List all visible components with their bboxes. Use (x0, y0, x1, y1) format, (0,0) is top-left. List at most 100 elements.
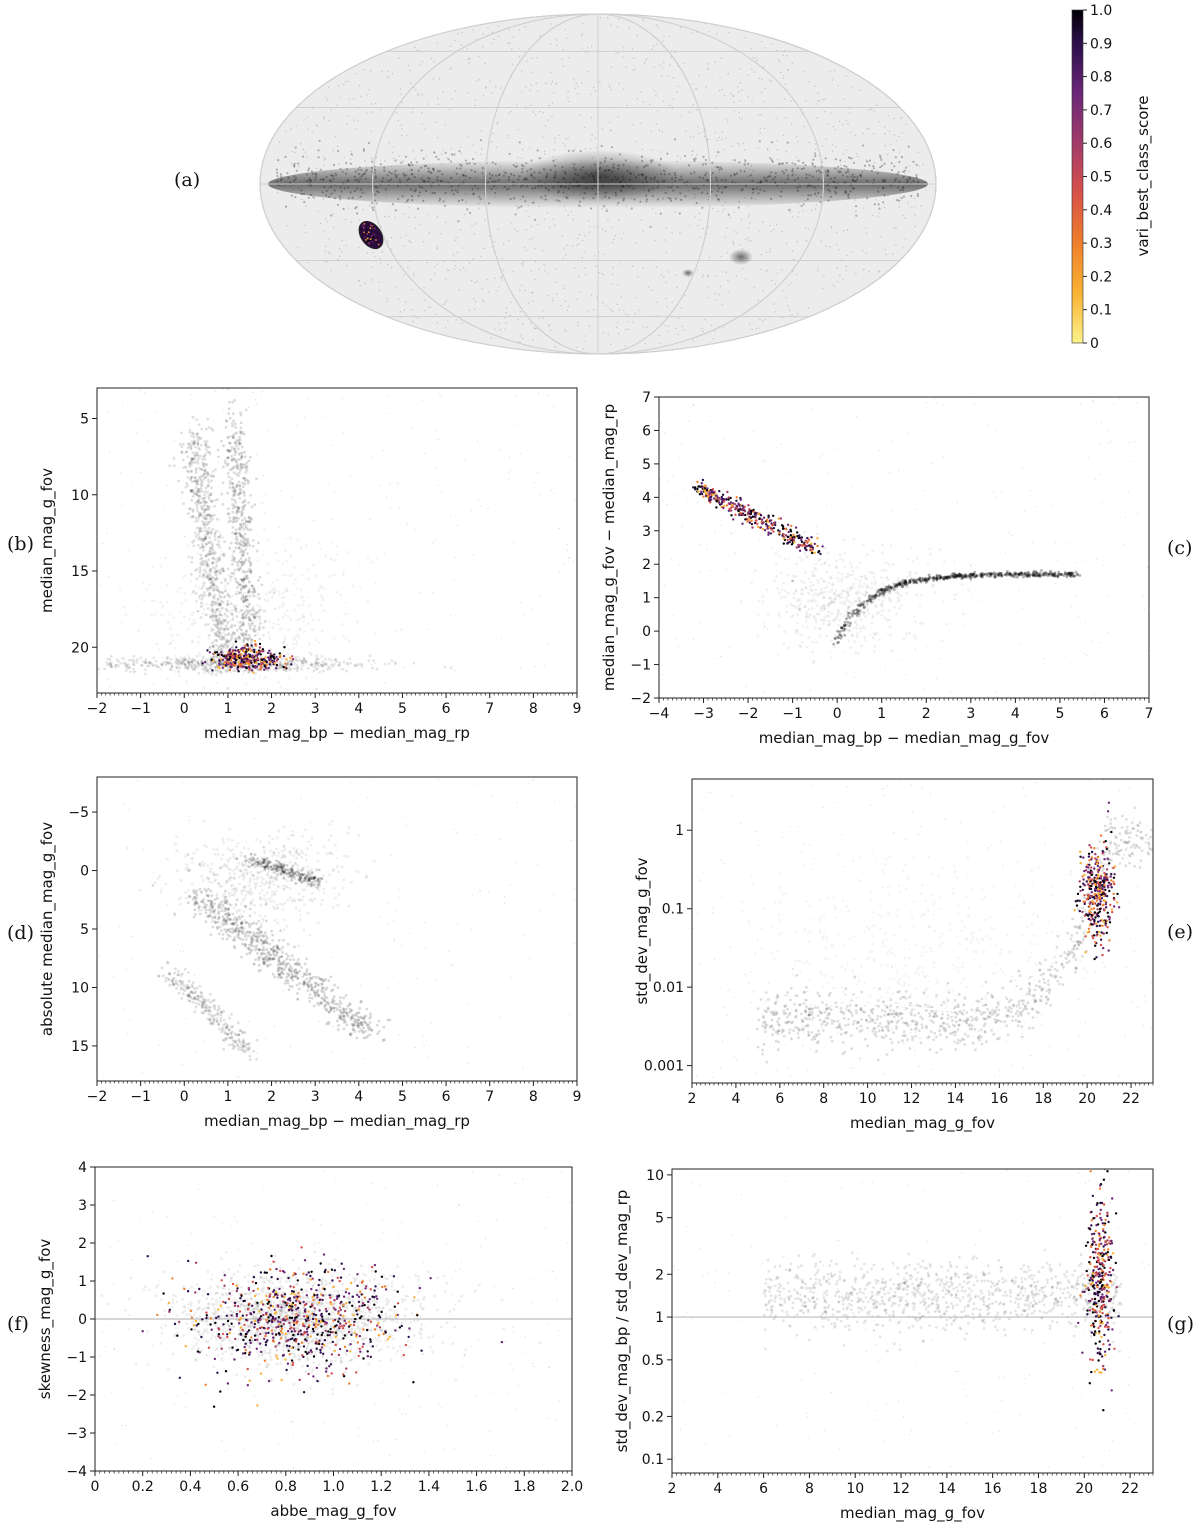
sky-star-dot (533, 327, 536, 329)
density-point (569, 557, 571, 559)
density-point (203, 500, 206, 503)
density-point (320, 603, 323, 607)
density-point (194, 486, 198, 489)
sky-star-dot (346, 265, 348, 267)
density-point (190, 560, 194, 564)
density-point (203, 490, 207, 494)
density-point (566, 544, 569, 546)
sky-star-dot (738, 144, 740, 146)
density-point (190, 498, 194, 502)
density-point (206, 514, 210, 517)
density-point (224, 618, 227, 622)
density-point (226, 456, 230, 459)
sky-star-dot (454, 39, 456, 42)
density-point (211, 585, 214, 588)
density-point (233, 631, 236, 635)
sky-star-dot (472, 29, 474, 31)
galactic-star-dot (802, 203, 805, 206)
highlighted-sky-dot (369, 224, 372, 227)
density-point (214, 614, 218, 617)
density-point (61, 660, 64, 663)
density-point (240, 543, 243, 547)
highlighted-sky-dot (368, 230, 371, 232)
sky-star-dot (538, 268, 540, 271)
density-point (217, 461, 219, 463)
density-point (267, 631, 270, 635)
sky-star-dot (409, 240, 411, 242)
density-point (285, 587, 289, 591)
sky-star-dot (564, 254, 567, 256)
sky-star-dot (632, 123, 634, 126)
sky-star-dot (668, 271, 670, 273)
density-point (257, 541, 260, 545)
density-point (132, 660, 136, 664)
sky-star-dot (692, 340, 695, 342)
density-point (194, 584, 197, 588)
density-point (209, 662, 213, 666)
sky-star-dot (387, 264, 389, 266)
density-point (195, 599, 198, 603)
density-point (248, 636, 252, 640)
sky-star-dot (448, 269, 450, 272)
density-point (213, 631, 217, 635)
density-point (105, 663, 109, 667)
density-point (242, 490, 245, 493)
density-point (298, 627, 301, 631)
density-point (196, 532, 200, 536)
density-point (160, 662, 164, 666)
density-point (239, 550, 242, 554)
density-point (342, 570, 345, 574)
density-point (240, 560, 244, 564)
sky-star-dot (436, 42, 438, 44)
sky-star-dot (635, 140, 638, 143)
density-point (154, 659, 158, 663)
density-point (193, 441, 196, 445)
density-point (216, 586, 220, 590)
density-point (262, 621, 266, 624)
sky-star-dot (663, 61, 665, 63)
galactic-star-dot (362, 149, 365, 152)
density-point (180, 602, 184, 605)
sky-star-dot (484, 219, 486, 221)
density-point (230, 637, 233, 640)
density-point (370, 560, 374, 564)
density-point (208, 587, 212, 591)
density-point (383, 552, 385, 554)
density-point (150, 613, 154, 617)
sky-star-dot (422, 241, 425, 243)
sky-star-dot (500, 87, 502, 89)
density-point (359, 586, 361, 588)
density-point (245, 576, 249, 580)
density-point (235, 516, 238, 519)
highlighted-point (267, 666, 270, 670)
density-point (110, 654, 113, 658)
sky-star-dot (381, 251, 384, 253)
density-point (213, 661, 217, 665)
density-point (84, 661, 87, 664)
density-point (106, 532, 108, 534)
density-point (247, 479, 251, 483)
sky-star-dot (364, 160, 366, 162)
density-point (260, 608, 264, 612)
density-point (115, 658, 119, 662)
density-point (120, 472, 122, 474)
density-point (234, 577, 238, 581)
density-point (186, 469, 190, 473)
density-point (160, 613, 164, 617)
sky-star-dot (554, 268, 557, 270)
density-point (226, 593, 230, 597)
density-point (240, 512, 244, 516)
density-point (190, 434, 194, 438)
density-point (221, 635, 225, 639)
density-point (276, 559, 280, 563)
density-point (321, 598, 324, 602)
density-point (241, 585, 244, 589)
density-point (185, 466, 187, 468)
density-point (231, 436, 235, 440)
sky-star-dot (355, 128, 358, 130)
density-point (207, 480, 211, 484)
density-point (321, 669, 325, 673)
sky-star-dot (787, 69, 789, 71)
density-point (173, 670, 177, 673)
